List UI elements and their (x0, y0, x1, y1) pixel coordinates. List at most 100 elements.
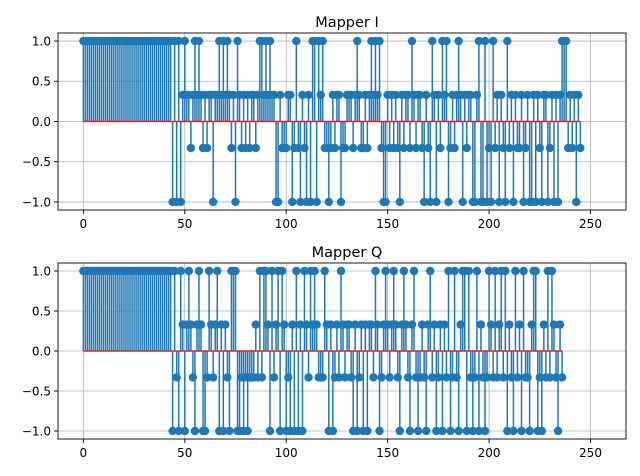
stem-marker (200, 426, 210, 436)
stem-marker (515, 320, 524, 329)
stem-marker (328, 426, 338, 436)
stem-marker (458, 197, 467, 207)
stem-marker (545, 143, 555, 153)
stem-marker (336, 197, 346, 207)
stem-marker (340, 373, 350, 382)
stem-marker (519, 266, 528, 276)
stem-marker (411, 143, 421, 153)
stem-marker (221, 320, 230, 329)
stem-marker (188, 373, 198, 382)
stem-marker (176, 266, 185, 276)
stem-marker (399, 266, 409, 276)
stem-marker (426, 197, 435, 207)
stem-marker (353, 36, 362, 46)
stem-marker (196, 320, 206, 329)
stem-marker (561, 36, 571, 46)
stem-marker (213, 266, 222, 276)
stem-marker (231, 266, 240, 276)
stem-marker (180, 426, 189, 436)
stem-marker (257, 373, 267, 382)
stem-marker (543, 197, 553, 207)
stem-marker (391, 90, 400, 100)
y-tick-label: 1.0 (32, 34, 51, 48)
stem-marker (373, 320, 382, 329)
stem-marker (381, 266, 390, 276)
stem-marker (253, 90, 263, 100)
stem-marker (484, 143, 494, 153)
plot-title: Mapper I (315, 15, 379, 31)
stem-marker (401, 320, 411, 329)
stem-marker (470, 197, 480, 207)
x-tick-label: 100 (275, 217, 298, 231)
stem-marker (486, 197, 496, 207)
stem-marker (194, 36, 204, 46)
stem-marker (436, 143, 445, 153)
y-tick-label: −1.0 (22, 195, 51, 209)
stem-marker (515, 143, 524, 153)
y-tick-label: 0.0 (32, 344, 51, 358)
x-ticks: 0 50 100 150 200 250 (80, 210, 602, 231)
stem-marker (348, 143, 358, 153)
x-tick-label: 100 (275, 446, 298, 460)
stem-marker (513, 373, 522, 382)
stem-marker (527, 320, 536, 329)
stem-marker (547, 266, 557, 276)
stem-marker (555, 90, 565, 100)
stem-marker (523, 373, 532, 382)
stem-marker (174, 36, 183, 46)
y-tick-label: −0.5 (22, 155, 51, 169)
stem-marker (428, 373, 437, 382)
stem-marker (501, 266, 510, 276)
stem-marker (202, 373, 212, 382)
stem-marker (519, 197, 528, 207)
stem-marker (332, 320, 342, 329)
stem-marker (282, 143, 291, 153)
stem-marker (261, 266, 271, 276)
stem-marker (334, 373, 344, 382)
stem-marker (541, 90, 551, 100)
stem-marker (446, 426, 455, 436)
stem-marker (302, 320, 311, 329)
stem-marker (535, 373, 544, 382)
y-tick-label: 0.0 (32, 115, 51, 129)
x-tick-label: 0 (80, 446, 88, 460)
stem-marker (495, 197, 504, 207)
stem-marker (505, 320, 514, 329)
stem-marker (497, 90, 506, 100)
stem-marker (227, 143, 236, 153)
stem-marker (288, 197, 297, 207)
stem-marker (490, 143, 500, 153)
stem-marker (503, 36, 512, 46)
y-tick-label: −0.5 (22, 384, 51, 398)
stem-marker (318, 373, 327, 382)
stem-marker (476, 320, 486, 329)
stem-marker (170, 266, 179, 276)
stem-marker (263, 320, 273, 329)
stem-marker (517, 426, 526, 436)
stem-marker (300, 266, 309, 276)
stem-marker (535, 143, 544, 153)
x-ticks: 0 50 100 150 200 250 (80, 439, 602, 460)
stem-markers (79, 266, 567, 436)
stem-marker (533, 90, 542, 100)
stem-marker (371, 266, 380, 276)
stem-marker (480, 36, 490, 46)
stem-marker (434, 373, 443, 382)
stem-marker (172, 373, 181, 382)
stem-marker (320, 266, 329, 276)
stem-marker (174, 426, 183, 436)
stem-marker (369, 373, 378, 382)
stem-marker (375, 426, 384, 436)
stem-marker (316, 90, 325, 100)
stem-marker (509, 426, 518, 436)
stem-marker (363, 426, 372, 436)
stem-marker (395, 426, 405, 436)
stem-marker (340, 143, 350, 153)
stem-marker (194, 266, 204, 276)
stem-marker (424, 320, 433, 329)
stem-markers (79, 36, 585, 207)
stem-marker (421, 426, 431, 436)
stem-marker (389, 266, 398, 276)
stem-marker (464, 266, 473, 276)
stem-marker (417, 143, 427, 153)
